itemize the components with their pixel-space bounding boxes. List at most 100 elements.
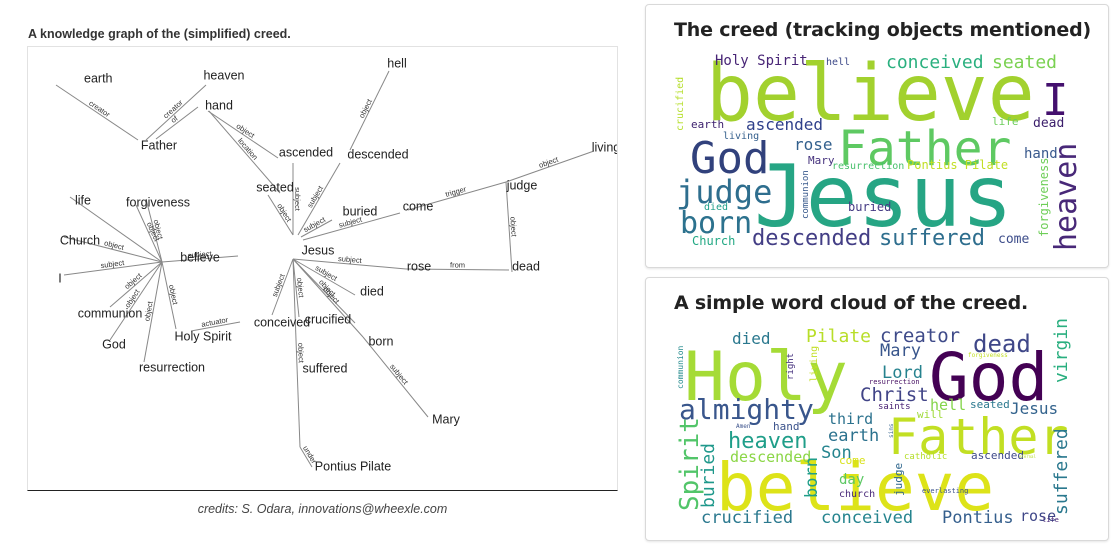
- graph-node-holyspirit: Holy Spirit: [175, 329, 232, 343]
- graph-node-crucified: crucified: [305, 312, 352, 326]
- edge-label: subject: [187, 249, 212, 260]
- cloud-word: hand: [773, 420, 800, 433]
- graph-node-dead: dead: [512, 259, 540, 273]
- cloud-word: sins: [888, 423, 895, 438]
- graph-node-seated: seated: [256, 180, 294, 194]
- graph-node-forgiveness: forgiveness: [126, 195, 190, 209]
- cloud-word: third: [828, 410, 873, 428]
- graph-node-communion: communion: [78, 306, 143, 320]
- graph-node-hand: hand: [205, 98, 233, 112]
- cloud-word: Church: [692, 234, 735, 248]
- cloud-word: hand: [1024, 146, 1058, 162]
- cloud-word: born: [802, 457, 822, 498]
- graph-edge: object: [292, 258, 306, 448]
- graph-node-suffered: suffered: [303, 361, 348, 375]
- graph-node-conceived: conceived: [254, 315, 310, 329]
- cloud-word: ascended: [971, 449, 1024, 462]
- edge-label: object: [538, 154, 561, 169]
- cloud-word: suffered: [879, 226, 985, 251]
- graph-node-judge: judge: [506, 178, 538, 192]
- cloud-word: church: [839, 489, 875, 500]
- edge-label: object: [357, 97, 374, 120]
- cloud-word: forgiveness: [968, 352, 1008, 359]
- graph-node-god: God: [102, 337, 126, 351]
- graph-edge: object: [292, 258, 306, 318]
- edge-label: object: [295, 277, 306, 299]
- cloud-word: seated: [992, 52, 1057, 73]
- cloud-word: resurrection: [869, 378, 920, 386]
- cloud-word: judge: [676, 173, 772, 211]
- cloud-word: born: [680, 206, 752, 241]
- cloud-word: communion: [801, 170, 811, 219]
- cloud-word: everlasting: [922, 487, 968, 495]
- graph-node-come: come: [403, 199, 434, 213]
- cloud-word: earth: [828, 426, 879, 446]
- cloud-word: creator: [880, 325, 960, 347]
- graph-edge: subject: [161, 249, 239, 263]
- cloud-word: Spirit: [675, 417, 705, 511]
- cloud-word: earth: [691, 118, 724, 131]
- cloud-word: hell: [930, 396, 966, 414]
- graph-edge: creator: [55, 84, 139, 141]
- graph-node-church: Church: [60, 233, 100, 247]
- cloud-word: Pontius: [942, 508, 1014, 528]
- cloud-word: buried: [698, 443, 719, 508]
- cloud-word: Christ: [860, 384, 929, 406]
- graph-node-mary: Mary: [432, 412, 461, 426]
- cloud-word: communion: [676, 345, 685, 389]
- cloud-word: resurrection: [832, 161, 904, 172]
- cloud-word: Mary: [808, 154, 835, 167]
- cloud-word: ascended: [746, 115, 823, 134]
- graph-node-believe: believe: [180, 250, 220, 264]
- graph-edge: object: [161, 261, 180, 330]
- graph-edge: subject: [362, 336, 429, 418]
- graph-node-rose: rose: [407, 259, 431, 273]
- graph-edge: object: [63, 236, 163, 263]
- cloud-word: conceived: [821, 508, 913, 528]
- graph-edge: object: [267, 194, 294, 236]
- cloud-word: come: [998, 232, 1029, 247]
- graph-node-jesus: Jesus: [302, 243, 335, 257]
- cloud-word: rose: [1020, 507, 1056, 525]
- edge-label: object: [235, 121, 257, 140]
- graph-node-living: living: [592, 140, 617, 154]
- cloud-word: catholic: [904, 452, 947, 462]
- cloud-word: saints: [878, 402, 911, 412]
- graph-edge: subject: [292, 254, 407, 270]
- graph-edge: actuator: [190, 315, 241, 332]
- cloud-word: Jesus: [754, 147, 1013, 247]
- cloud-word: heaven: [1049, 143, 1084, 251]
- cloud-bottom-title: A simple word cloud of the creed.: [674, 292, 1028, 314]
- cloud-word: Mary: [880, 341, 921, 361]
- cloud-word: Father: [838, 121, 1011, 177]
- graph-node-buried: buried: [343, 204, 378, 218]
- cloud-top-title: The creed (tracking objects mentioned): [674, 19, 1091, 41]
- cloud-word: God: [929, 339, 1048, 416]
- cloud-word: dead: [1033, 116, 1064, 131]
- edge-label: object: [296, 343, 306, 364]
- edge-label: from: [450, 260, 465, 269]
- credits: credits: S. Odara, innovations@wheexle.c…: [197, 502, 448, 516]
- graph-node-hell: hell: [387, 56, 406, 70]
- cloud-word: believe: [716, 449, 994, 526]
- graph-node-heaven: heaven: [203, 68, 244, 82]
- graph-edge: creator: [145, 84, 207, 141]
- graph-edge: of: [155, 106, 199, 140]
- cloud-word: descended: [752, 226, 871, 251]
- edge-label: object: [321, 285, 342, 307]
- edge-label: subject: [338, 254, 363, 265]
- cloud-word: hell: [826, 57, 850, 68]
- cloud-word: buried: [848, 200, 891, 214]
- cloud-word: right: [786, 353, 796, 380]
- cloud-word: I: [1042, 75, 1069, 126]
- cloud-word: Pilate: [806, 326, 871, 347]
- edge-label: subject: [293, 187, 302, 212]
- cloud-word: Father: [888, 408, 1069, 466]
- cloud-word: conceived: [886, 52, 984, 73]
- edge-label: subject: [388, 362, 411, 387]
- cloud-word: will: [917, 408, 944, 421]
- cloud-word: Holy Spirit: [715, 53, 808, 69]
- graph-node-life: life: [75, 193, 91, 207]
- cloud-word: Holy: [684, 338, 848, 417]
